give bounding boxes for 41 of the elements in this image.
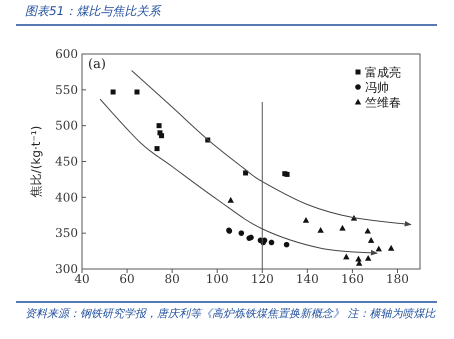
x-tick-label: 60 bbox=[119, 272, 135, 286]
annotation: (a) bbox=[88, 57, 106, 72]
text: 资料来源：钢铁研究学报，唐庆利等《高炉炼铁煤焦置换新概念》 注：横轴为喷煤比 bbox=[25, 306, 437, 321]
point bbox=[284, 172, 290, 177]
chart-title: 图表51：煤比与焦比关系 bbox=[25, 3, 160, 20]
y-tick-label: 500 bbox=[55, 118, 78, 133]
x-tick-label: 100 bbox=[206, 272, 229, 286]
y-axis-title: 焦比/(kg·t⁻¹) bbox=[29, 126, 43, 198]
y-tick-label: 350 bbox=[55, 226, 78, 240]
point bbox=[364, 254, 372, 261]
point bbox=[339, 224, 346, 231]
y-tick-label: 600 bbox=[55, 47, 78, 61]
point bbox=[238, 230, 244, 236]
point bbox=[110, 89, 116, 94]
x-tick-label: 160 bbox=[340, 272, 364, 286]
x-tick-label: 180 bbox=[386, 272, 409, 286]
point bbox=[355, 256, 362, 262]
x-tick-label: 80 bbox=[164, 272, 180, 286]
point bbox=[154, 146, 160, 152]
legend-label: 富成亮 bbox=[365, 66, 401, 80]
point bbox=[343, 254, 350, 260]
point bbox=[376, 246, 382, 252]
point bbox=[134, 89, 140, 94]
y-tick-label: 550 bbox=[55, 82, 78, 97]
point bbox=[243, 170, 248, 176]
legend-label: 冯帅 bbox=[365, 80, 389, 94]
point bbox=[268, 240, 274, 246]
legend-label: 竺维春 bbox=[365, 96, 401, 110]
x-tick-label: 140 bbox=[296, 272, 319, 286]
y-tick-label: 450 bbox=[55, 154, 78, 168]
point bbox=[228, 196, 234, 203]
point bbox=[317, 227, 324, 233]
point bbox=[156, 123, 162, 128]
y-tick-label: 400 bbox=[55, 190, 78, 204]
x-tick-label: 120 bbox=[250, 272, 274, 286]
point bbox=[302, 216, 310, 223]
point bbox=[159, 133, 164, 138]
point bbox=[284, 242, 290, 248]
point bbox=[388, 244, 394, 251]
point bbox=[364, 228, 371, 234]
point bbox=[368, 237, 374, 243]
